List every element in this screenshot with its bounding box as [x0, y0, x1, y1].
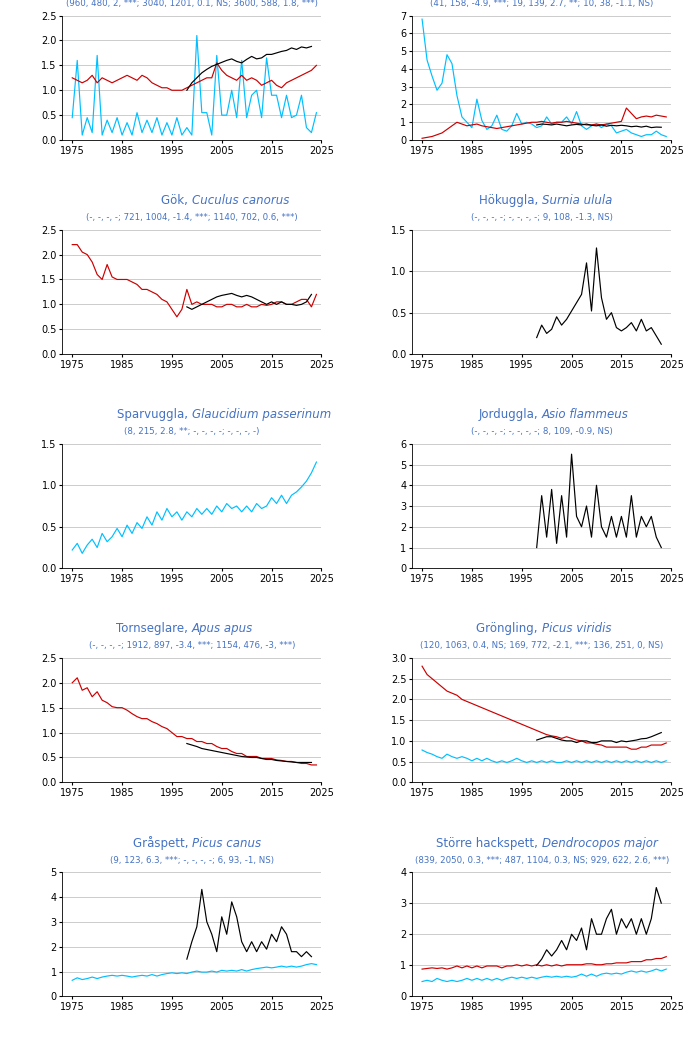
Text: Jorduggla,: Jorduggla, — [478, 408, 542, 421]
Text: Picus viridis: Picus viridis — [542, 623, 611, 635]
Text: (41, 158, -4.9, ***; 19, 139, 2.7, **; 10, 38, -1.1, NS): (41, 158, -4.9, ***; 19, 139, 2.7, **; 1… — [430, 0, 653, 8]
Text: Surnia ulula: Surnia ulula — [542, 194, 612, 208]
Text: Asio flammeus: Asio flammeus — [542, 408, 628, 421]
Text: Gröngling,: Gröngling, — [476, 623, 542, 635]
Text: Hökuggla,: Hökuggla, — [479, 194, 542, 208]
Text: Sparvuggla,: Sparvuggla, — [117, 408, 192, 421]
Text: Gök,: Gök, — [161, 194, 192, 208]
Text: Apus apus: Apus apus — [192, 623, 253, 635]
Text: (120, 1063, 0.4, NS; 169, 772, -2.1, ***; 136, 251, 0, NS): (120, 1063, 0.4, NS; 169, 772, -2.1, ***… — [420, 641, 664, 651]
Text: (9, 123, 6.3, ***; -, -, -, -; 6, 93, -1, NS): (9, 123, 6.3, ***; -, -, -, -; 6, 93, -1… — [110, 855, 274, 865]
Text: (839, 2050, 0.3, ***; 487, 1104, 0.3, NS; 929, 622, 2.6, ***): (839, 2050, 0.3, ***; 487, 1104, 0.3, NS… — [415, 855, 668, 865]
Text: (-, -, -, -; 1912, 897, -3.4, ***; 1154, 476, -3, ***): (-, -, -, -; 1912, 897, -3.4, ***; 1154,… — [89, 641, 295, 651]
Text: (-, -, -, -; -, -, -, -; 9, 108, -1.3, NS): (-, -, -, -; -, -, -, -; 9, 108, -1.3, N… — [471, 213, 612, 222]
Text: Gråspett,: Gråspett, — [133, 836, 192, 849]
Text: Dendrocopos major: Dendrocopos major — [542, 837, 657, 849]
Text: (-, -, -, -; -, -, -, -; 8, 109, -0.9, NS): (-, -, -, -; -, -, -, -; 8, 109, -0.9, N… — [471, 428, 612, 436]
Text: Cuculus canorus: Cuculus canorus — [192, 194, 289, 208]
Text: Större hackspett,: Större hackspett, — [436, 837, 542, 849]
Text: (8, 215, 2.8, **; -, -, -, -; -, -, -, -): (8, 215, 2.8, **; -, -, -, -; -, -, -, -… — [124, 428, 260, 436]
Text: Picus canus: Picus canus — [192, 837, 261, 849]
Text: Glaucidium passerinum: Glaucidium passerinum — [192, 408, 331, 421]
Text: (-, -, -, -; 721, 1004, -1.4, ***; 1140, 702, 0.6, ***): (-, -, -, -; 721, 1004, -1.4, ***; 1140,… — [86, 213, 298, 222]
Text: Tornseglare,: Tornseglare, — [116, 623, 192, 635]
Text: (960, 480, 2, ***; 3040, 1201, 0.1, NS; 3600, 588, 1.8, ***): (960, 480, 2, ***; 3040, 1201, 0.1, NS; … — [66, 0, 318, 8]
